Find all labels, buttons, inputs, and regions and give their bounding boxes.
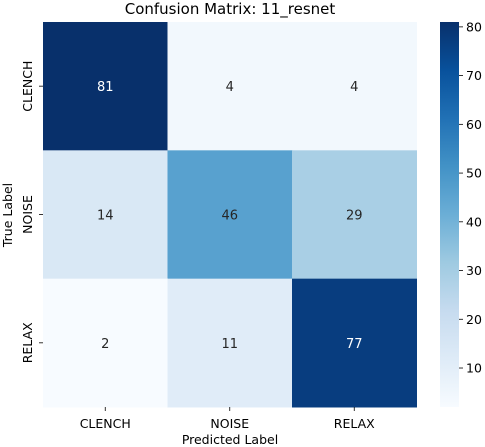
- colorbar: [440, 22, 459, 407]
- cell-value-label: 2: [101, 337, 109, 352]
- colorbar-tick-label: 20: [466, 312, 482, 327]
- x-axis-label: Predicted Label: [182, 432, 278, 447]
- heatmap-cell-0-0: [43, 22, 168, 151]
- y-tick-label: RELAX: [20, 322, 35, 363]
- y-tick-label: NOISE: [20, 195, 35, 234]
- colorbar-ticks: 10 20 30 40 50 60 70 80: [459, 19, 482, 376]
- cell-value-label: 29: [346, 208, 363, 223]
- cell-value-label: 4: [226, 80, 234, 95]
- colorbar-tick-label: 40: [466, 214, 482, 229]
- colorbar-tick-label: 50: [466, 166, 482, 181]
- x-tick-label: NOISE: [210, 416, 249, 431]
- chart-title: Confusion Matrix: 11_resnet: [125, 0, 336, 19]
- colorbar-tick-label: 30: [466, 263, 482, 278]
- colorbar-tick-label: 80: [466, 19, 482, 34]
- y-axis-label: True Label: [0, 183, 15, 248]
- heatmap-cell-1-1: [167, 150, 293, 280]
- colorbar-tick-label: 60: [466, 117, 482, 132]
- x-tick-label: CLENCH: [80, 416, 131, 431]
- x-axis-ticks: CLENCH NOISE RELAX: [80, 406, 375, 431]
- cell-value-label: 81: [97, 80, 114, 95]
- cell-value-label: 4: [350, 80, 358, 95]
- heatmap-cell-1-2: [292, 150, 417, 280]
- x-tick-label: RELAX: [334, 416, 375, 431]
- heatmap-cell-0-2: [292, 22, 417, 151]
- heatmap-cells: [43, 22, 417, 408]
- heatmap-cell-labels: 81 4 4 14 46 29 2 11 77: [97, 80, 363, 352]
- heatmap-cell-2-1: [167, 278, 293, 408]
- y-axis-ticks: CLENCH NOISE RELAX: [20, 61, 43, 363]
- cell-value-label: 77: [346, 337, 363, 352]
- heatmap-cell-2-2: [292, 278, 417, 408]
- heatmap-cell-2-0: [43, 278, 168, 408]
- cell-value-label: 14: [97, 208, 114, 223]
- heatmap-cell-0-1: [167, 22, 293, 151]
- heatmap-cell-1-0: [43, 150, 168, 280]
- colorbar-tick-label: 70: [466, 68, 482, 83]
- y-tick-label: CLENCH: [20, 61, 35, 112]
- colorbar-tick-label: 10: [466, 361, 482, 376]
- cell-value-label: 11: [221, 337, 238, 352]
- cell-value-label: 46: [221, 208, 238, 223]
